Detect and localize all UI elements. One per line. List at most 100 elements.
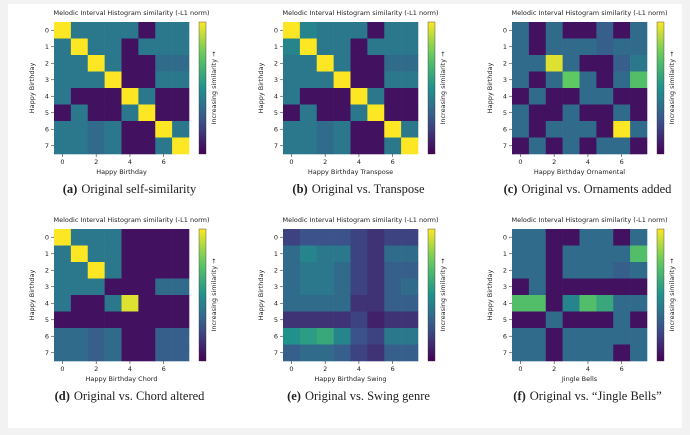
heatmap-cell bbox=[333, 71, 351, 89]
heatmap-cell bbox=[138, 245, 156, 263]
x-axis-title: Happy Birthday Transpose bbox=[308, 168, 393, 176]
heatmap-cell bbox=[155, 328, 173, 345]
x-tick-label: 4 bbox=[357, 158, 361, 166]
heatmap-cell bbox=[87, 88, 105, 105]
heatmap-cell bbox=[350, 137, 368, 155]
heatmap-cell bbox=[596, 229, 614, 246]
y-tick-label: 3 bbox=[274, 76, 278, 84]
heatmap-cell bbox=[630, 245, 648, 263]
heatmap-cell bbox=[630, 311, 648, 329]
heatmap-cell bbox=[613, 55, 631, 72]
heatmap-cell bbox=[512, 311, 530, 329]
heatmap-cell bbox=[104, 262, 122, 279]
heatmap-cell bbox=[579, 121, 597, 138]
heatmap-cell bbox=[316, 55, 334, 72]
heatmap-cell bbox=[528, 104, 547, 122]
heatmap-cell bbox=[138, 88, 156, 105]
y-tick-label: 6 bbox=[45, 332, 49, 340]
heatmap-cell bbox=[384, 22, 402, 39]
heatmap-cell bbox=[121, 104, 139, 122]
heatmap-cell bbox=[613, 88, 631, 105]
heatmap-cell bbox=[87, 104, 105, 122]
heatmap-cell bbox=[367, 278, 385, 296]
heatmap-cell bbox=[401, 104, 419, 122]
heatmap-cell bbox=[155, 104, 173, 122]
y-tick-label: 6 bbox=[274, 332, 278, 340]
heatmap-cell bbox=[401, 311, 419, 329]
y-tick-label: 2 bbox=[45, 266, 49, 274]
heatmap-cell bbox=[350, 104, 368, 122]
y-axis-title: Happy Birthday bbox=[28, 270, 36, 321]
heatmap-cell bbox=[283, 22, 301, 39]
y-axis-title: Happy Birthday bbox=[486, 63, 494, 114]
heatmap-cell bbox=[70, 295, 89, 312]
heatmap-cell bbox=[401, 88, 419, 105]
heatmap-cell bbox=[401, 262, 419, 279]
heatmap-cell bbox=[54, 245, 72, 263]
y-tick-label: 1 bbox=[274, 43, 278, 51]
heatmap-cell bbox=[562, 55, 580, 72]
heatmap-cell bbox=[350, 55, 368, 72]
y-tick-label: 5 bbox=[274, 109, 278, 117]
heatmap-cell bbox=[155, 245, 173, 263]
y-tick-label: 4 bbox=[274, 92, 278, 100]
heatmap-cell bbox=[596, 311, 614, 329]
heatmap-cell bbox=[630, 295, 648, 312]
heatmap-cell bbox=[172, 88, 190, 105]
heatmap-cell bbox=[138, 328, 156, 345]
y-tick-label: 6 bbox=[503, 125, 507, 133]
heatmap-cell bbox=[54, 88, 72, 105]
y-tick-label: 5 bbox=[503, 109, 507, 117]
heatmap-cell bbox=[350, 311, 368, 329]
y-tick-label: 2 bbox=[503, 59, 507, 67]
heatmap-cell bbox=[367, 55, 385, 72]
heatmap-cell bbox=[579, 88, 597, 105]
heatmap-cell bbox=[54, 121, 72, 138]
heatmap-cell bbox=[283, 295, 301, 312]
heatmap-cell bbox=[155, 262, 173, 279]
heatmap-cell bbox=[384, 137, 402, 155]
y-tick-label: 7 bbox=[503, 349, 507, 357]
heatmap-cell bbox=[350, 88, 368, 105]
heatmap-cell bbox=[138, 278, 156, 296]
heatmap-cell bbox=[512, 104, 530, 122]
heatmap-cell bbox=[283, 328, 301, 345]
x-tick-label: 4 bbox=[586, 158, 590, 166]
heatmap-cell bbox=[70, 311, 89, 329]
heatmap-cell bbox=[545, 104, 563, 122]
heatmap-cell bbox=[401, 71, 419, 89]
heatmap-cell bbox=[401, 229, 419, 246]
heatmap-cell bbox=[283, 311, 301, 329]
heatmap-cell bbox=[316, 295, 334, 312]
heatmap-cell bbox=[121, 121, 139, 138]
heatmap-cell bbox=[512, 278, 530, 296]
x-tick-label: 6 bbox=[620, 365, 624, 373]
heatmap-cell bbox=[87, 22, 105, 39]
heatmap-cell bbox=[579, 311, 597, 329]
heatmap-cell bbox=[545, 295, 563, 312]
heatmap-cell bbox=[367, 229, 385, 246]
heatmap-cell bbox=[138, 311, 156, 329]
heatmap-cell bbox=[613, 71, 631, 89]
heatmap-cell bbox=[367, 88, 385, 105]
heatmap-cell bbox=[384, 278, 402, 296]
y-tick-label: 0 bbox=[274, 26, 278, 34]
heatmap-cell bbox=[562, 88, 580, 105]
heatmap-cell bbox=[54, 344, 72, 362]
heatmap-cell bbox=[333, 88, 351, 105]
heatmap-cell bbox=[299, 311, 318, 329]
heatmap-cell bbox=[87, 229, 105, 246]
heatmap-cell bbox=[333, 295, 351, 312]
heatmap-cell bbox=[630, 121, 648, 138]
heatmap-cell bbox=[104, 121, 122, 138]
heatmap-cell bbox=[630, 22, 648, 39]
heatmap-cell bbox=[512, 38, 530, 56]
heatmap-cell bbox=[384, 71, 402, 89]
heatmap-cell bbox=[87, 71, 105, 89]
heatmap-cell bbox=[367, 245, 385, 263]
caption-label: (c) bbox=[504, 182, 518, 196]
heatmap-cell bbox=[104, 328, 122, 345]
heatmap-cell bbox=[121, 344, 139, 362]
y-tick-label: 3 bbox=[274, 283, 278, 291]
heatmap-cell bbox=[155, 137, 173, 155]
